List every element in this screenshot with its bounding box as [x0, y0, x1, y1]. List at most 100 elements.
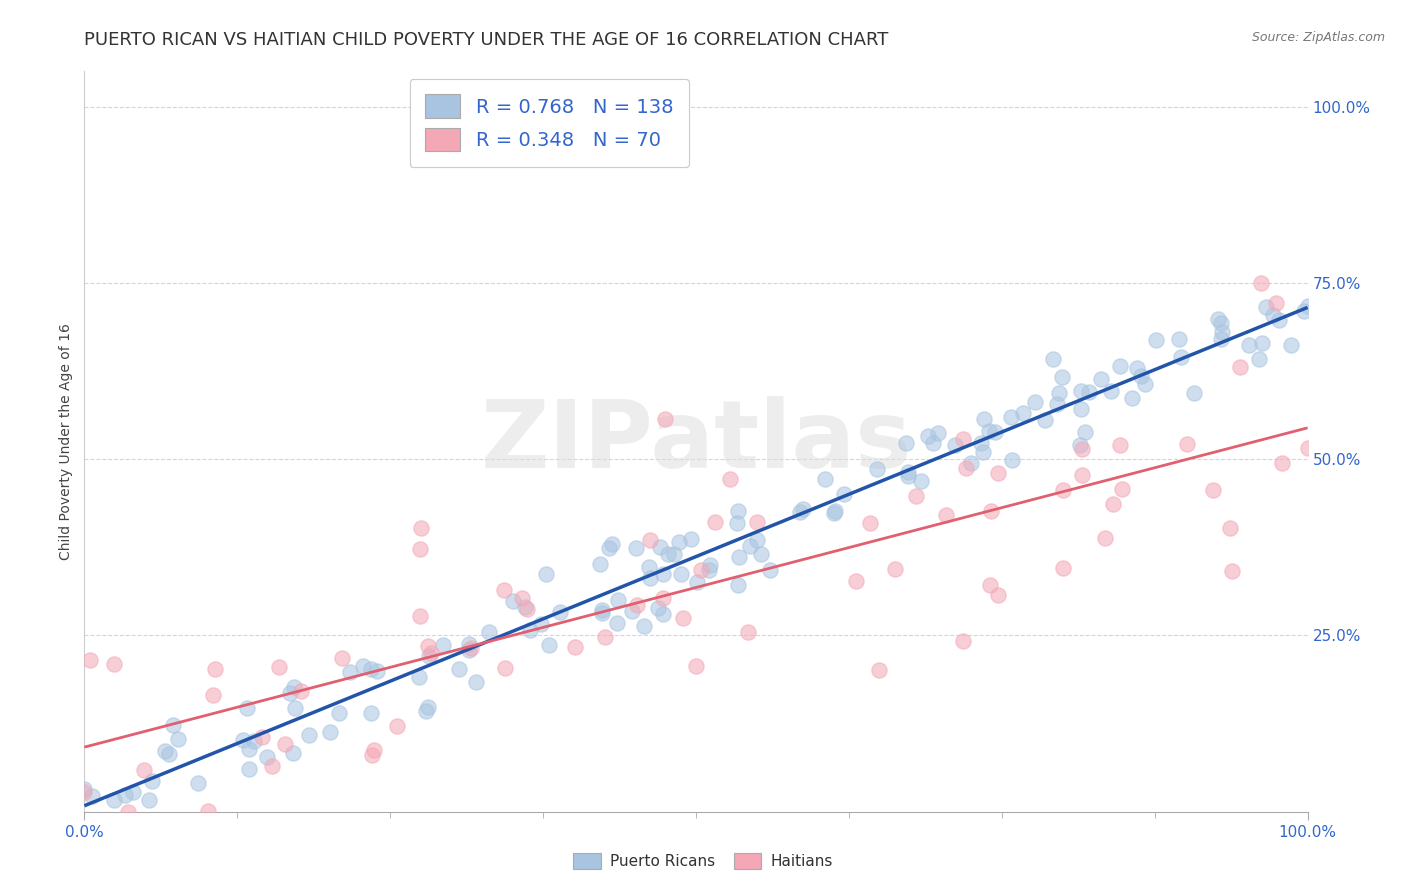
Point — [363, 743, 385, 757]
Point — [1130, 369, 1153, 384]
Point — [845, 574, 868, 589]
Point — [638, 571, 661, 585]
Point — [478, 625, 501, 640]
Point — [668, 535, 690, 549]
Point — [589, 558, 612, 572]
Point — [648, 540, 671, 554]
Point — [1292, 303, 1315, 318]
Point — [868, 663, 890, 677]
Text: Source: ZipAtlas.com: Source: ZipAtlas.com — [1251, 31, 1385, 45]
Point — [952, 432, 974, 446]
Point — [725, 516, 748, 530]
Point — [360, 747, 382, 762]
Point — [681, 532, 703, 546]
Point — [408, 670, 430, 684]
Point — [591, 603, 613, 617]
Point — [1049, 386, 1071, 401]
Point — [297, 728, 319, 742]
Point — [814, 472, 837, 486]
Point — [232, 733, 254, 747]
Point — [1170, 350, 1192, 364]
Point — [980, 504, 1002, 518]
Point — [460, 640, 482, 655]
Point — [1099, 384, 1122, 398]
Point — [366, 664, 388, 678]
Point — [633, 619, 655, 633]
Point — [283, 680, 305, 694]
Point — [738, 539, 761, 553]
Point — [548, 605, 571, 619]
Point — [987, 589, 1010, 603]
Point — [626, 599, 648, 613]
Point — [973, 412, 995, 426]
Point — [330, 651, 353, 665]
Legend: Puerto Ricans, Haitians: Puerto Ricans, Haitians — [567, 847, 839, 875]
Point — [1090, 371, 1112, 385]
Point — [1121, 391, 1143, 405]
Point — [360, 706, 382, 720]
Point — [1144, 333, 1167, 347]
Point — [917, 428, 939, 442]
Point — [319, 725, 342, 739]
Point — [1024, 395, 1046, 409]
Point — [339, 665, 361, 679]
Point — [510, 591, 533, 605]
Point — [513, 600, 536, 615]
Point — [385, 719, 408, 733]
Point — [600, 536, 623, 550]
Point — [418, 648, 440, 663]
Point — [157, 747, 180, 762]
Point — [1111, 482, 1133, 496]
Point — [187, 776, 209, 790]
Point — [824, 504, 846, 518]
Point — [464, 674, 486, 689]
Point — [1011, 406, 1033, 420]
Point — [1268, 313, 1291, 327]
Point — [1001, 452, 1024, 467]
Point — [955, 461, 977, 475]
Point — [290, 683, 312, 698]
Point — [1220, 565, 1243, 579]
Point — [652, 591, 675, 605]
Point — [758, 562, 780, 576]
Point — [1035, 412, 1057, 426]
Point — [697, 563, 720, 577]
Point — [1265, 296, 1288, 310]
Point — [897, 465, 920, 479]
Point — [1052, 370, 1074, 384]
Point — [1271, 456, 1294, 470]
Point — [1182, 386, 1205, 401]
Point — [267, 660, 290, 674]
Point — [1101, 497, 1123, 511]
Point — [1078, 384, 1101, 399]
Point — [927, 426, 949, 441]
Point — [859, 516, 882, 531]
Point — [1211, 332, 1233, 346]
Point — [737, 625, 759, 640]
Point — [935, 508, 957, 523]
Point — [977, 424, 1000, 438]
Point — [204, 662, 226, 676]
Point — [1000, 409, 1022, 424]
Point — [352, 659, 374, 673]
Point — [418, 639, 440, 653]
Point — [823, 506, 845, 520]
Point — [671, 611, 693, 625]
Point — [1042, 352, 1064, 367]
Point — [103, 793, 125, 807]
Point — [979, 578, 1001, 592]
Point — [409, 608, 432, 623]
Point — [167, 732, 190, 747]
Point — [328, 706, 350, 720]
Point — [1052, 483, 1074, 497]
Point — [689, 563, 711, 577]
Point — [103, 657, 125, 671]
Point — [278, 686, 301, 700]
Point — [943, 438, 966, 452]
Point — [904, 489, 927, 503]
Point — [236, 700, 259, 714]
Point — [987, 467, 1010, 481]
Point — [1070, 468, 1092, 483]
Point — [832, 487, 855, 501]
Point — [419, 646, 441, 660]
